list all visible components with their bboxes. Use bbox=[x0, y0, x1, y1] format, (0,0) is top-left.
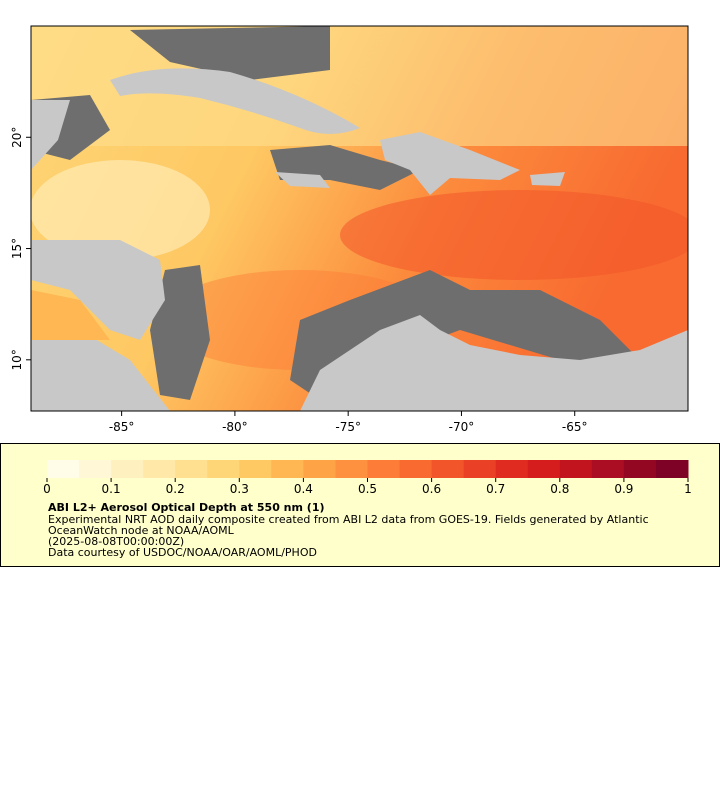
colorbar-tick-label: 0.7 bbox=[486, 482, 505, 496]
axes: -85° -80° -75° -70° -65° 10° 15° 20° bbox=[10, 127, 588, 434]
colorbar-tick-label: 1 bbox=[684, 482, 692, 496]
colorbar-swatch bbox=[655, 460, 689, 478]
colorbar-tick-label: 0.8 bbox=[550, 482, 569, 496]
y-tick-label: 10° bbox=[10, 349, 24, 370]
x-tick-label: -65° bbox=[562, 420, 588, 434]
colorbar-swatch bbox=[47, 460, 80, 478]
colorbar-swatch bbox=[495, 460, 529, 478]
colorbar-swatch bbox=[623, 460, 657, 478]
colorbar-swatch bbox=[335, 460, 368, 478]
colorbar-tick-label: 0.9 bbox=[614, 482, 633, 496]
x-tick-label: -85° bbox=[109, 420, 135, 434]
colorbar-swatch bbox=[527, 460, 561, 478]
map-image bbox=[31, 26, 688, 411]
colorbar-swatch bbox=[303, 460, 336, 478]
colorbar-swatch bbox=[79, 460, 112, 478]
colorbar-swatch bbox=[207, 460, 240, 478]
colorbar-tick-label: 0 bbox=[43, 482, 51, 496]
colorbar-swatch bbox=[591, 460, 625, 478]
x-tick-label: -70° bbox=[449, 420, 475, 434]
colorbar-swatch bbox=[111, 460, 144, 478]
legend-line: Data courtesy of USDOC/NOAA/OAR/AOML/PHO… bbox=[48, 546, 317, 559]
y-tick-label: 20° bbox=[10, 127, 24, 148]
colorbar-swatch bbox=[143, 460, 176, 478]
colorbar-swatch bbox=[559, 460, 593, 478]
x-tick-label: -75° bbox=[335, 420, 361, 434]
colorbar: 0 0.1 0.2 0.3 0.4 0.5 0.6 0.7 0.8 0.9 1 bbox=[43, 460, 692, 496]
colorbar-tick-label: 0.4 bbox=[294, 482, 313, 496]
colorbar-swatch bbox=[271, 460, 304, 478]
legend-line: OceanWatch node at NOAA/AOML bbox=[48, 524, 235, 537]
map-frame bbox=[30, 25, 689, 412]
colorbar-tick-label: 0.5 bbox=[358, 482, 377, 496]
colorbar-swatch bbox=[239, 460, 272, 478]
legend-title: ABI L2+ Aerosol Optical Depth at 550 nm … bbox=[48, 501, 325, 514]
colorbar-swatch bbox=[463, 460, 497, 478]
legend-line: (2025-08-08T00:00:00Z) bbox=[48, 535, 184, 548]
colorbar-tick-label: 0.1 bbox=[102, 482, 121, 496]
colorbar-tick-label: 0.2 bbox=[166, 482, 185, 496]
y-tick-label: 15° bbox=[10, 238, 24, 259]
colorbar-swatch bbox=[399, 460, 433, 478]
colorbar-tick-label: 0.3 bbox=[230, 482, 249, 496]
colorbar-swatch bbox=[175, 460, 208, 478]
colorbar-tick-label: 0.6 bbox=[422, 482, 441, 496]
colorbar-swatch bbox=[367, 460, 401, 478]
legend-line: Experimental NRT AOD daily composite cre… bbox=[48, 513, 649, 526]
x-tick-label: -80° bbox=[222, 420, 248, 434]
colorbar-swatch bbox=[431, 460, 465, 478]
